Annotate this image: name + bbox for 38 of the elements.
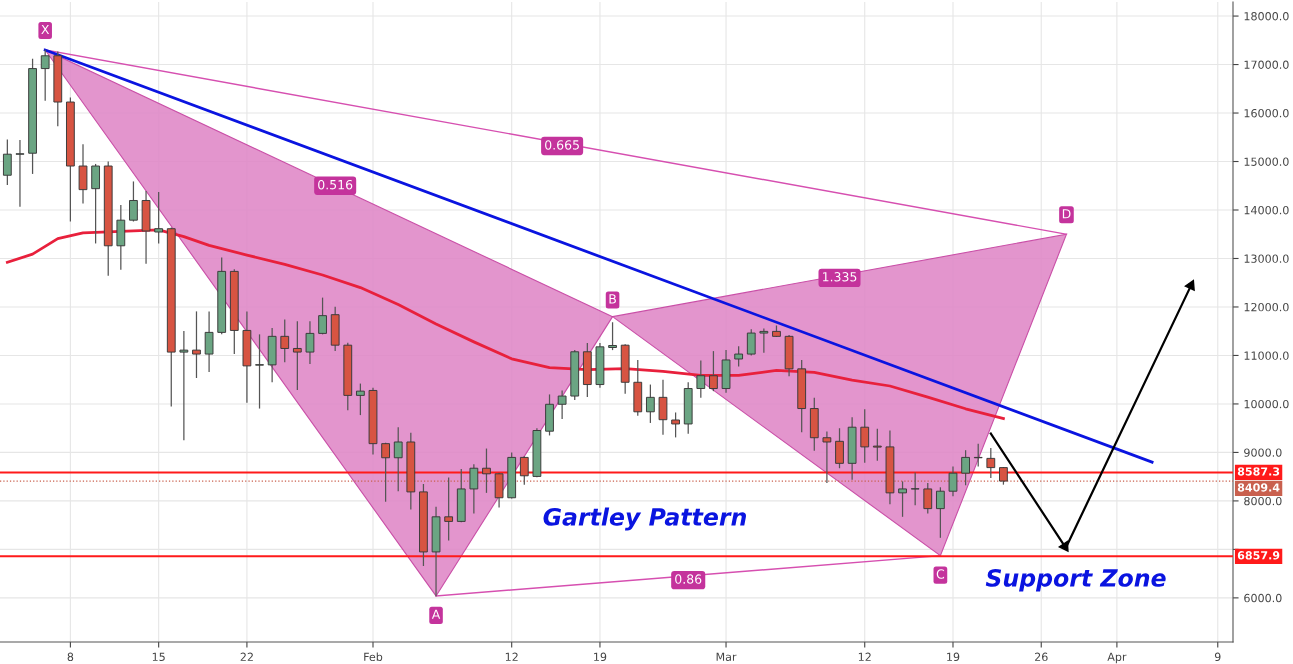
y-tick-label: 8000.0 [1244, 496, 1282, 506]
y-tick-label: 10000.0 [1244, 399, 1289, 409]
ref-line-label: 8587.3 [1237, 467, 1280, 476]
annotation: 0.86 [675, 574, 702, 584]
x-tick-label: 22 [240, 652, 253, 661]
annotation: Gartley Pattern [543, 507, 746, 531]
y-tick-label: 6000.0 [1244, 593, 1282, 603]
x-tick-label: Apr [1107, 652, 1127, 664]
x-tick-label: 9 [1214, 652, 1221, 662]
y-tick-label: 15000.0 [1244, 157, 1289, 166]
x-tick-label: 12 [858, 652, 871, 661]
x-tick-label: 19 [594, 652, 607, 662]
annotation: X [41, 24, 50, 34]
x-tick-label: 19 [947, 652, 960, 662]
annotation: D [1062, 209, 1071, 219]
y-tick-label: 12000.0 [1244, 302, 1289, 312]
x-tick-label: Feb [364, 652, 383, 662]
annotation: C [936, 569, 945, 579]
ref-line-label: 8409.4 [1237, 483, 1280, 492]
annotation: B [609, 294, 616, 304]
y-tick-label: 16000.0 [1244, 109, 1289, 118]
y-tick-label: 18000.0 [1244, 12, 1289, 21]
x-tick-label: 15 [152, 652, 165, 662]
y-tick-label: 9000.0 [1244, 448, 1282, 457]
ref-line-label: 6857.9 [1237, 551, 1280, 560]
annotation: 0.516 [318, 179, 353, 190]
y-tick-label: 17000.0 [1244, 60, 1289, 69]
x-tick-label: Mar [716, 652, 737, 662]
y-tick-label: 13000.0 [1244, 254, 1289, 263]
x-tick-label: 8 [67, 652, 74, 662]
y-tick-label: 14000.0 [1244, 205, 1289, 215]
annotation: 0.665 [545, 140, 579, 150]
annotation: 1.335 [822, 272, 857, 282]
annotation: A [431, 609, 441, 619]
x-tick-label: 26 [1034, 652, 1048, 662]
y-tick-label: 11000.0 [1244, 351, 1289, 360]
x-tick-label: 12 [505, 652, 518, 661]
annotation: Support Zone [985, 568, 1166, 592]
